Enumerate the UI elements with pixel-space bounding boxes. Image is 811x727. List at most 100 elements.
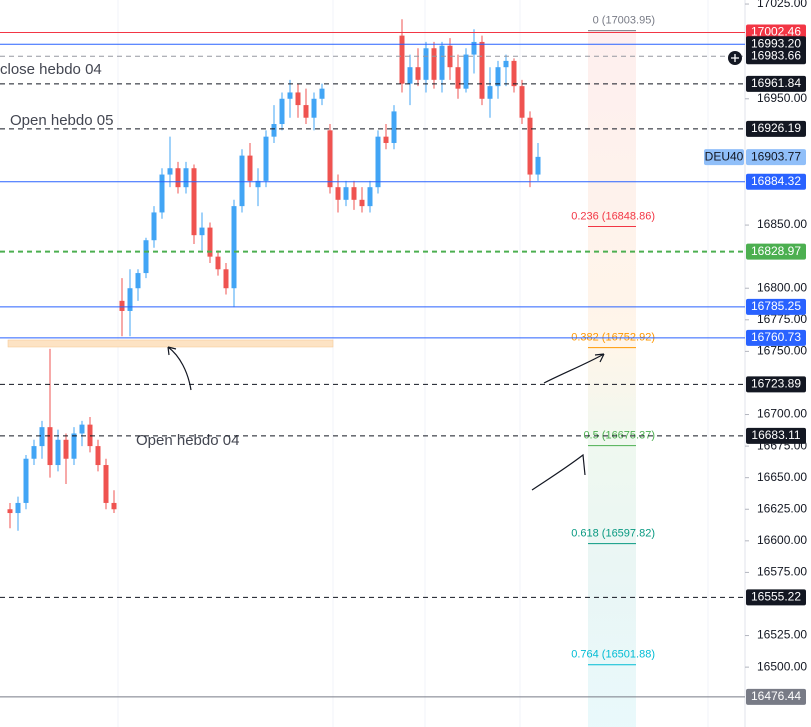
candle-body <box>415 67 421 80</box>
candle-body <box>487 86 493 99</box>
y-tick-label: 16800.00 <box>757 280 807 294</box>
y-tick-label: 16625.00 <box>757 501 807 515</box>
candle-body <box>199 227 205 236</box>
annotation: Open hebdo 04 <box>136 432 239 449</box>
y-tick-label: 16650.00 <box>757 470 807 484</box>
price-label: 16993.20 <box>751 36 801 50</box>
price-box <box>746 36 806 53</box>
price-label: 16926.19 <box>751 121 801 135</box>
price-label: 16828.97 <box>751 244 801 258</box>
candle-body <box>15 502 21 514</box>
drawings <box>167 346 605 491</box>
candle-body <box>103 465 109 503</box>
add-button[interactable] <box>728 51 742 65</box>
candle-body <box>527 117 533 175</box>
candle-body <box>183 168 189 188</box>
candle-body <box>519 86 525 118</box>
candle-body <box>151 212 157 241</box>
price-box <box>746 149 806 166</box>
candle-body <box>119 300 125 311</box>
price-box <box>746 688 806 705</box>
candle-body <box>7 509 13 514</box>
candle-body <box>39 427 45 447</box>
candle-body <box>295 92 301 106</box>
y-tick-label: 16525.00 <box>757 628 807 642</box>
price-box <box>746 243 806 260</box>
annotation: Open hebdo 05 <box>10 112 113 129</box>
price-label: 16476.44 <box>751 689 801 703</box>
price-box <box>746 329 806 346</box>
candle-body <box>359 199 365 207</box>
candle-body <box>79 424 85 434</box>
candle-body <box>503 60 509 68</box>
candle-body <box>351 187 357 200</box>
y-tick-label: 16750.00 <box>757 344 807 358</box>
candle-body <box>399 35 405 84</box>
candle-body <box>343 187 349 200</box>
price-label: 16961.84 <box>751 76 801 90</box>
price-label: 16903.77 <box>751 149 801 163</box>
price-label: 16884.32 <box>751 174 801 188</box>
y-tick-label: 16850.00 <box>757 217 807 231</box>
price-box <box>746 376 806 393</box>
candle-body <box>287 92 293 99</box>
candle-body <box>511 60 517 87</box>
candle-body <box>63 439 69 459</box>
candle-body <box>471 41 477 55</box>
candle-body <box>279 98 285 125</box>
candle-body <box>223 269 229 289</box>
candle-body <box>391 111 397 143</box>
fib-label: 0.618 (16597.82) <box>571 527 655 539</box>
price-label: 16723.89 <box>751 377 801 391</box>
symbol-box <box>704 149 744 166</box>
candle-body <box>455 67 461 89</box>
candle-body <box>431 48 437 80</box>
price-box <box>746 173 806 190</box>
y-tick-label: 16775.00 <box>757 312 807 326</box>
candle-body <box>127 288 133 311</box>
candle-body <box>367 187 373 207</box>
candle-body <box>207 227 213 257</box>
y-tick-label: 16575.00 <box>757 565 807 579</box>
candle-body <box>255 180 261 188</box>
candle-body <box>231 206 237 289</box>
fib-zone <box>588 30 636 727</box>
candle-body <box>95 446 101 466</box>
fib-label: 0.764 (16501.88) <box>571 649 655 661</box>
candle-body <box>175 168 181 188</box>
y-tick-label: 17025.00 <box>757 0 807 10</box>
candle-body <box>335 187 341 200</box>
candle-body <box>55 439 61 466</box>
candle-body <box>143 240 149 274</box>
candle-body <box>191 168 197 236</box>
candle-body <box>31 446 37 459</box>
candle-body <box>167 168 173 175</box>
candle-body <box>375 136 381 188</box>
fib-label: 0.236 (16848.86) <box>571 210 655 222</box>
candle-body <box>463 54 469 89</box>
price-label: 16683.11 <box>751 428 800 442</box>
candle-body <box>383 136 389 143</box>
price-label: 16983.66 <box>751 48 801 62</box>
candle-body <box>239 155 245 207</box>
candle-body <box>479 41 485 99</box>
y-tick-label: 16700.00 <box>757 407 807 421</box>
grid <box>117 0 709 727</box>
price-label: 16760.73 <box>751 330 801 344</box>
price-label: 16555.22 <box>751 590 801 604</box>
fib-label: 0 (17003.95) <box>593 15 655 27</box>
candle-body <box>111 502 117 510</box>
fib-label: 0.5 (16675.37) <box>583 430 655 442</box>
candle-body <box>263 136 269 181</box>
candle-body <box>47 427 53 466</box>
price-box <box>746 120 806 137</box>
price-axis <box>745 0 811 727</box>
candle-body <box>271 124 277 137</box>
candle-body <box>423 48 429 80</box>
candle-body <box>439 45 445 80</box>
symbol-label: DEU40 <box>705 149 744 163</box>
price-box <box>746 298 806 315</box>
candle-body <box>303 105 309 118</box>
